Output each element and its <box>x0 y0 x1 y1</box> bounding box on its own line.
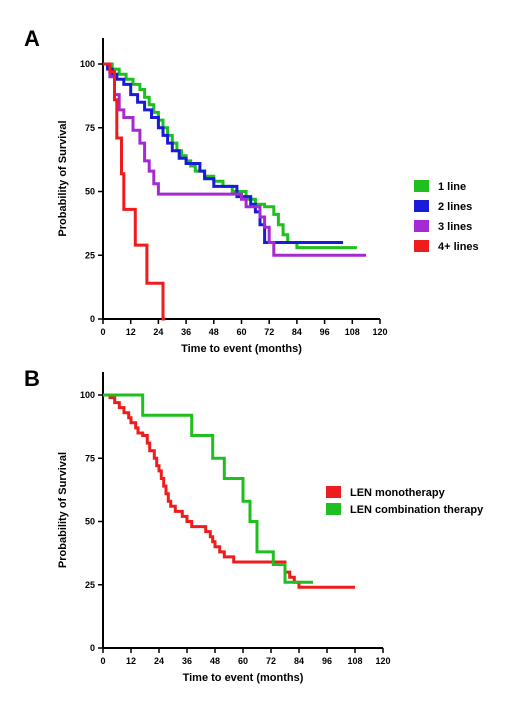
panel-a-x-tick-label: 96 <box>320 327 330 337</box>
panel-b-x-tick-label: 36 <box>182 656 192 666</box>
panel-a-x-tick-label: 0 <box>100 327 105 337</box>
panel-b-x-tick-label: 84 <box>294 656 304 666</box>
panel-a-x-tick-label: 120 <box>372 327 387 337</box>
legend-swatch <box>414 180 429 192</box>
panel-a-x-tick-label: 12 <box>126 327 136 337</box>
legend-swatch <box>326 503 341 515</box>
panel-a-y-axis-title: Probability of Survival <box>57 120 69 236</box>
panel-b-y-axis-title: Probability of Survival <box>57 452 69 568</box>
panel-b-y-tick-label: 50 <box>85 517 95 527</box>
panel-b-y-tick-label: 25 <box>85 580 95 590</box>
panel-a-x-tick-label: 60 <box>236 327 246 337</box>
panel-b-label: B <box>24 366 40 391</box>
panel-a-x-tick-label: 84 <box>292 327 302 337</box>
panel-a-series-line-3-lines <box>103 62 367 257</box>
panel-a-legend: 1 line 2 lines 3 lines 4+ lines <box>414 180 479 253</box>
panel-a-y-tick-label: 0 <box>90 314 95 324</box>
legend-label: 2 lines <box>438 201 472 213</box>
panel-a-x-tick-label: 108 <box>345 327 360 337</box>
panel-a-x-axis-title: Time to event (months) <box>181 343 302 355</box>
panel-b: B Probability of Survival Time to event … <box>24 366 484 684</box>
legend-label: LEN combination therapy <box>350 504 484 516</box>
panel-b-y-tick-label: 0 <box>90 643 95 653</box>
legend-label: 3 lines <box>438 221 472 233</box>
panel-a-y-tick-label: 75 <box>85 123 95 133</box>
panel-b-series-line-len-monotherapy <box>103 393 355 589</box>
panel-b-x-tick-label: 48 <box>210 656 220 666</box>
panel-b-x-tick-label: 12 <box>126 656 136 666</box>
legend-label: 1 line <box>438 181 466 193</box>
panel-b-y-tick-label: 100 <box>80 390 95 400</box>
panel-a: A Probability of Survival Time to event … <box>24 26 479 355</box>
panel-b-axes: 0 25 50 75 100 0 12 24 36 48 60 72 84 96 108 120 <box>80 372 391 666</box>
panel-b-x-tick-label: 24 <box>154 656 164 666</box>
panel-b-x-axis-title: Time to event (months) <box>183 672 304 684</box>
panel-b-series <box>103 393 355 589</box>
legend-swatch <box>414 220 429 232</box>
panel-b-x-tick-label: 96 <box>322 656 332 666</box>
panel-a-x-tick-label: 24 <box>153 327 163 337</box>
legend-swatch <box>414 200 429 212</box>
panel-a-series <box>103 62 367 321</box>
panel-b-series-line-len-combination-therapy <box>103 393 313 584</box>
panel-a-x-tick-label: 48 <box>209 327 219 337</box>
panel-a-x-tick-label: 72 <box>264 327 274 337</box>
panel-a-series-line-1-line <box>103 62 357 250</box>
panel-a-y-tick-label: 50 <box>85 187 95 197</box>
panel-a-series-line-2-lines <box>103 62 344 244</box>
panel-a-axes: 0 25 50 75 100 0 12 24 36 48 60 72 84 96 108 120 <box>80 38 388 337</box>
panel-a-x-tick-label: 36 <box>181 327 191 337</box>
legend-swatch <box>414 240 429 252</box>
panel-a-label: A <box>24 26 40 51</box>
panel-b-x-tick-label: 120 <box>375 656 390 666</box>
panel-b-x-tick-label: 72 <box>266 656 276 666</box>
legend-label: LEN monotherapy <box>350 487 446 499</box>
panel-b-y-tick-label: 75 <box>85 453 95 463</box>
legend-label: 4+ lines <box>438 241 479 253</box>
panel-a-y-tick-label: 25 <box>85 250 95 260</box>
panel-a-y-tick-label: 100 <box>80 59 95 69</box>
panel-b-x-tick-label: 60 <box>238 656 248 666</box>
panel-b-x-tick-label: 0 <box>100 656 105 666</box>
panel-b-x-tick-label: 108 <box>347 656 362 666</box>
panel-b-legend: LEN monotherapy LEN combination therapy <box>326 486 484 516</box>
panel-a-series-line-4-lines <box>103 62 166 321</box>
legend-swatch <box>326 486 341 498</box>
